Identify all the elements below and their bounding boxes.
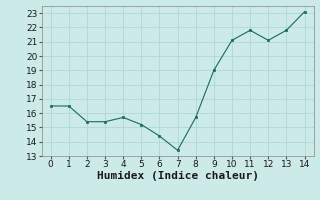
- X-axis label: Humidex (Indice chaleur): Humidex (Indice chaleur): [97, 171, 259, 181]
